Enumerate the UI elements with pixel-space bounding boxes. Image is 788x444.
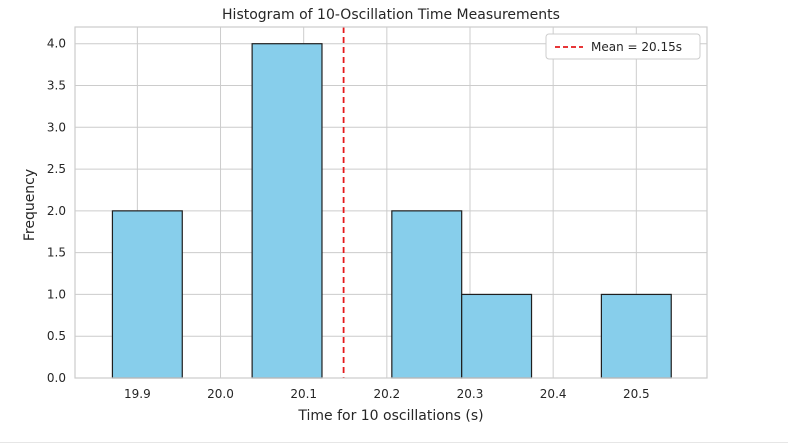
histogram-bar-4	[391, 210, 463, 379]
x-tick-label-5: 20.4	[540, 387, 567, 401]
x-tick-label-2: 20.1	[290, 387, 317, 401]
plot-frame	[74, 26, 708, 379]
x-tick-label-0: 19.9	[124, 387, 151, 401]
y-tick-label-7: 3.5	[47, 79, 66, 93]
bottom-divider	[0, 442, 788, 443]
x-tick-label-1: 20.0	[207, 387, 234, 401]
y-tick-label-6: 3.0	[47, 120, 66, 134]
x-axis-label: Time for 10 oscillations (s)	[297, 408, 483, 424]
x-tick-label-3: 20.2	[373, 387, 400, 401]
y-tick-label-2: 1.0	[47, 287, 66, 301]
y-axis-label: Frequency	[22, 169, 38, 241]
y-tick-label-8: 4.0	[47, 37, 66, 51]
histogram-bar-5	[461, 293, 533, 379]
y-tick-label-1: 0.5	[47, 329, 66, 343]
chart-title: Histogram of 10-Oscillation Time Measure…	[222, 7, 560, 23]
histogram-bar-7	[600, 293, 672, 379]
x-tick-label-6: 20.5	[623, 387, 650, 401]
histogram-bar-2	[251, 43, 323, 379]
legend-mean-label: Mean = 20.15s	[591, 40, 682, 54]
x-axis-ticks: 19.9 20.0 20.1 20.2 20.3 20.4 20.5	[124, 387, 650, 401]
legend: Mean = 20.15s	[545, 33, 701, 60]
histogram-bars	[111, 43, 672, 379]
histogram-bar-0	[111, 210, 183, 379]
y-tick-label-4: 2.0	[47, 204, 66, 218]
x-tick-label-4: 20.3	[457, 387, 484, 401]
y-tick-label-0: 0.0	[47, 371, 66, 385]
y-tick-label-5: 2.5	[47, 162, 66, 176]
y-axis-ticks: 0.0 0.5 1.0 1.5 2.0 2.5 3.0 3.5 4.0	[47, 37, 66, 385]
y-tick-label-3: 1.5	[47, 246, 66, 260]
legend-box	[545, 33, 701, 60]
